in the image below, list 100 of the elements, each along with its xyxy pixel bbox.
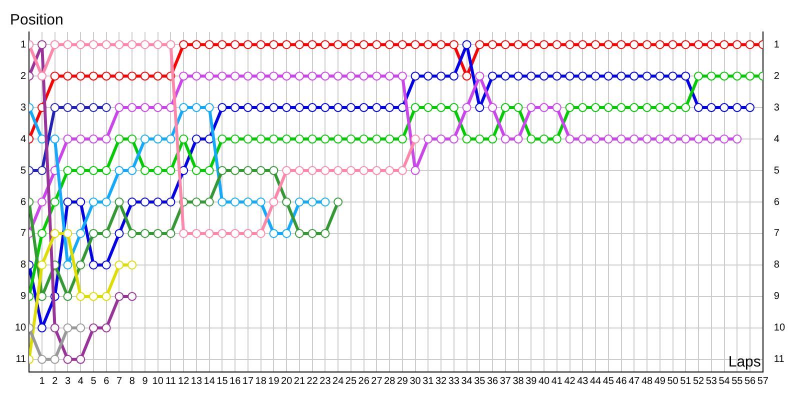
point: [604, 134, 613, 144]
point: [153, 72, 162, 81]
point: [192, 72, 201, 81]
x-tick-label: 18: [255, 376, 267, 387]
x-tick-label: 39: [526, 376, 538, 387]
point: [449, 103, 458, 112]
point: [294, 166, 304, 176]
point: [88, 72, 98, 81]
point: [410, 103, 420, 112]
point: [102, 228, 111, 238]
point: [76, 228, 86, 238]
point: [88, 134, 98, 144]
point: [385, 72, 394, 81]
point: [282, 166, 292, 176]
point: [63, 228, 72, 238]
point: [218, 134, 227, 144]
x-tick-label: 30: [410, 376, 422, 387]
point: [320, 166, 330, 176]
point: [424, 103, 433, 112]
point: [540, 72, 549, 81]
x-tick-label: 2: [52, 376, 58, 387]
y2-tick-label: 7: [774, 228, 780, 240]
point: [526, 134, 536, 144]
point: [76, 166, 86, 176]
point: [462, 134, 472, 144]
point: [230, 103, 240, 112]
point: [102, 40, 111, 50]
point: [37, 260, 46, 270]
point: [346, 166, 356, 176]
point: [243, 228, 252, 238]
point: [294, 228, 304, 238]
point: [230, 134, 240, 144]
point: [218, 198, 227, 206]
point: [746, 72, 755, 81]
y2-tick-label: 1: [774, 39, 780, 50]
point: [102, 134, 111, 144]
x-tick-label: 14: [204, 376, 216, 387]
point: [578, 134, 588, 144]
x-tick-label: 7: [116, 376, 122, 387]
point: [565, 103, 574, 112]
point: [128, 103, 137, 112]
x-tick-label: 16: [230, 376, 242, 387]
point: [114, 260, 124, 270]
point: [37, 354, 46, 364]
point: [591, 72, 600, 81]
point: [128, 198, 137, 206]
point: [88, 228, 98, 238]
x-tick-label: 9: [142, 376, 148, 387]
point: [359, 72, 368, 81]
point: [488, 103, 498, 112]
y-tick-label: 9: [20, 291, 27, 302]
point: [642, 103, 652, 112]
point: [37, 72, 46, 81]
point: [50, 40, 60, 50]
point: [320, 198, 330, 206]
point: [655, 40, 664, 50]
point: [436, 103, 446, 112]
point: [436, 72, 446, 81]
x-tick-label: 50: [667, 376, 679, 387]
point: [334, 103, 343, 112]
point: [153, 228, 162, 238]
x-tick-label: 57: [757, 376, 769, 387]
x-tick-label: 1: [39, 376, 46, 387]
point: [385, 40, 394, 50]
point: [192, 228, 201, 238]
point: [140, 103, 150, 112]
point: [76, 292, 86, 301]
point: [243, 72, 252, 81]
point: [88, 166, 98, 176]
y-tick-label: 7: [20, 228, 27, 240]
y2-tick-label: 10: [774, 322, 786, 334]
point: [359, 40, 368, 50]
y-axis-title: Position: [10, 12, 64, 29]
point: [140, 134, 150, 144]
point: [540, 103, 549, 112]
point: [630, 72, 639, 81]
point: [578, 72, 588, 81]
point: [604, 72, 613, 81]
point: [76, 354, 86, 364]
point: [681, 72, 690, 81]
point: [475, 103, 484, 112]
point: [88, 40, 98, 50]
point: [102, 103, 111, 112]
point: [526, 40, 536, 50]
point: [114, 292, 124, 301]
point: [578, 103, 588, 112]
point: [218, 166, 227, 176]
point: [230, 198, 240, 206]
point: [359, 134, 368, 144]
x-tick-label: 5: [90, 376, 97, 387]
point: [102, 292, 111, 301]
point: [63, 260, 72, 270]
point: [436, 40, 446, 50]
point: [243, 134, 252, 144]
x-tick-label: 48: [641, 376, 654, 387]
point: [192, 166, 201, 176]
point: [308, 72, 317, 81]
point: [346, 72, 356, 81]
point: [500, 72, 510, 81]
point: [88, 260, 98, 270]
